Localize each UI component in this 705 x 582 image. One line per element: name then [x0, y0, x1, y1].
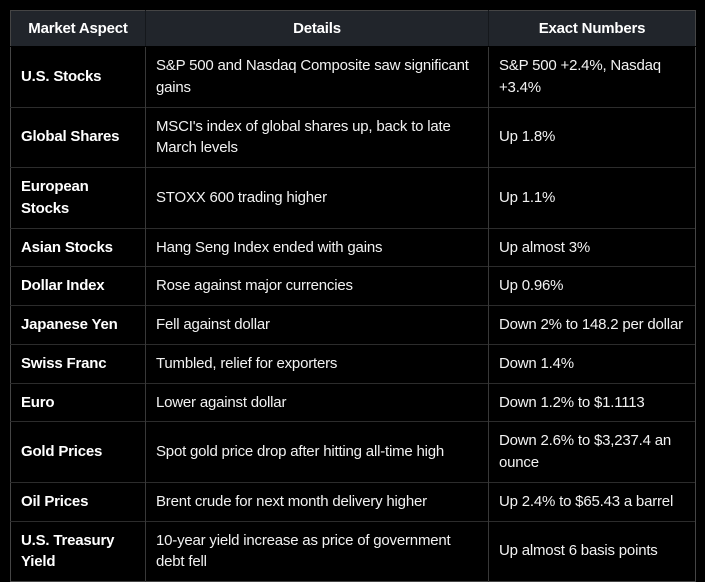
- cell-market-aspect: European Stocks: [10, 167, 146, 228]
- column-header-market-aspect: Market Aspect: [10, 10, 146, 47]
- cell-market-aspect: Dollar Index: [10, 266, 146, 306]
- cell-details: Tumbled, relief for exporters: [145, 343, 489, 383]
- table-header: Market Aspect Details Exact Numbers: [10, 10, 696, 47]
- cell-exact-numbers: Up almost 6 basis points: [488, 520, 696, 582]
- table-row: Oil Prices Brent crude for next month de…: [10, 481, 696, 521]
- cell-exact-numbers: Down 1.4%: [488, 343, 696, 383]
- cell-exact-numbers: Up 1.1%: [488, 167, 696, 228]
- cell-exact-numbers: Up 1.8%: [488, 106, 696, 168]
- cell-details: Rose against major currencies: [145, 266, 489, 306]
- table-row: Swiss Franc Tumbled, relief for exporter…: [10, 343, 696, 383]
- market-summary-table-container: Market Aspect Details Exact Numbers U.S.…: [10, 10, 696, 582]
- cell-exact-numbers: Up almost 3%: [488, 227, 696, 267]
- cell-market-aspect: Gold Prices: [10, 421, 146, 483]
- cell-details: S&P 500 and Nasdaq Composite saw signifi…: [145, 46, 489, 107]
- table-row: U.S. Stocks S&P 500 and Nasdaq Composite…: [10, 46, 696, 107]
- cell-exact-numbers: Up 2.4% to $65.43 a barrel: [488, 481, 696, 521]
- cell-exact-numbers: Down 2% to 148.2 per dollar: [488, 305, 696, 345]
- cell-details: Spot gold price drop after hitting all-t…: [145, 421, 489, 483]
- table-row: Asian Stocks Hang Seng Index ended with …: [10, 227, 696, 267]
- column-header-exact-numbers: Exact Numbers: [488, 10, 696, 47]
- market-summary-table: Market Aspect Details Exact Numbers U.S.…: [10, 10, 696, 582]
- cell-details: Lower against dollar: [145, 382, 489, 422]
- cell-market-aspect: U.S. Stocks: [10, 46, 146, 107]
- column-header-details: Details: [145, 10, 489, 47]
- table-row: European Stocks STOXX 600 trading higher…: [10, 167, 696, 228]
- table-row: Japanese Yen Fell against dollar Down 2%…: [10, 305, 696, 345]
- cell-market-aspect: Swiss Franc: [10, 343, 146, 383]
- cell-market-aspect: Asian Stocks: [10, 227, 146, 267]
- table-row: U.S. Treasury Yield 10-year yield increa…: [10, 520, 696, 582]
- table-row: Dollar Index Rose against major currenci…: [10, 266, 696, 306]
- table-row: Euro Lower against dollar Down 1.2% to $…: [10, 382, 696, 422]
- cell-market-aspect: Global Shares: [10, 106, 146, 168]
- cell-details: 10-year yield increase as price of gover…: [145, 520, 489, 582]
- table-body: U.S. Stocks S&P 500 and Nasdaq Composite…: [10, 46, 696, 582]
- cell-details: Fell against dollar: [145, 305, 489, 345]
- header-row: Market Aspect Details Exact Numbers: [10, 10, 696, 47]
- cell-exact-numbers: Down 1.2% to $1.1113: [488, 382, 696, 422]
- cell-market-aspect: Japanese Yen: [10, 305, 146, 345]
- cell-market-aspect: Euro: [10, 382, 146, 422]
- table-row: Gold Prices Spot gold price drop after h…: [10, 421, 696, 483]
- cell-details: Brent crude for next month delivery high…: [145, 481, 489, 521]
- table-row: Global Shares MSCI's index of global sha…: [10, 106, 696, 168]
- cell-details: Hang Seng Index ended with gains: [145, 227, 489, 267]
- cell-exact-numbers: Up 0.96%: [488, 266, 696, 306]
- cell-exact-numbers: Down 2.6% to $3,237.4 an ounce: [488, 421, 696, 483]
- cell-market-aspect: Oil Prices: [10, 481, 146, 521]
- cell-details: STOXX 600 trading higher: [145, 167, 489, 228]
- cell-market-aspect: U.S. Treasury Yield: [10, 520, 146, 582]
- cell-details: MSCI's index of global shares up, back t…: [145, 106, 489, 168]
- cell-exact-numbers: S&P 500 +2.4%, Nasdaq +3.4%: [488, 46, 696, 107]
